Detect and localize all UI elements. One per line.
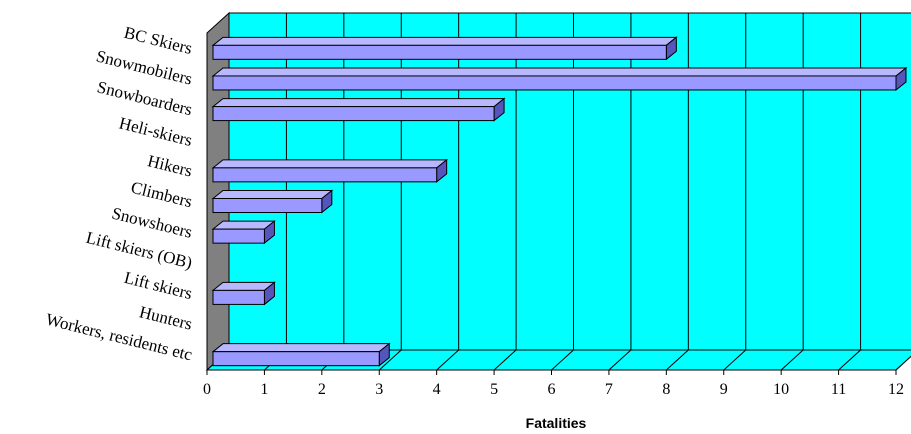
tick-label: 12	[888, 381, 904, 398]
gridline-floor	[780, 349, 804, 371]
category-label: Lift skiers	[122, 268, 194, 303]
tick-label: 6	[548, 381, 556, 398]
tick-label: 10	[773, 381, 789, 398]
gridline-floor	[608, 349, 632, 371]
gridline-floor	[723, 349, 747, 371]
bar-front	[212, 351, 380, 367]
tick-label: 1	[260, 381, 268, 398]
tick-label: 7	[605, 381, 613, 398]
bar-front	[212, 106, 495, 122]
bar-front	[212, 167, 438, 183]
bar	[211, 220, 276, 245]
bar-front	[212, 198, 323, 213]
bar	[211, 97, 506, 122]
bar-top	[211, 98, 506, 108]
bar-front	[212, 44, 667, 60]
tick-label: 8	[662, 381, 670, 398]
category-label: Heli-skiers	[117, 113, 194, 149]
bars	[211, 36, 908, 367]
bar	[211, 342, 391, 367]
tick-label: 3	[375, 381, 383, 398]
category-label: BC Skiers	[122, 23, 194, 58]
gridline-floor	[493, 349, 517, 371]
tick-label: 2	[318, 381, 326, 398]
bar-front	[212, 75, 897, 91]
tick-label: 0	[203, 381, 211, 398]
bar-front	[212, 228, 265, 244]
bar	[211, 189, 334, 214]
category-label: Climbers	[129, 178, 194, 212]
bar-top	[211, 159, 449, 169]
bar	[211, 66, 908, 91]
bar-top	[211, 67, 908, 77]
category-label: Hikers	[146, 151, 195, 180]
tick-label: 5	[490, 381, 498, 398]
tick-label: 4	[433, 381, 441, 398]
category-label: Hunters	[137, 302, 194, 333]
gridline-floor	[895, 355, 911, 371]
category-labels: BC SkiersSnowmobilersSnowboardersHeli-sk…	[44, 23, 195, 365]
x-axis-ticks: 0 1 2 3 4 5 6 7 8 9 10 11 12	[203, 370, 904, 398]
tick-label: 11	[831, 381, 846, 398]
bar	[211, 158, 449, 183]
gridline-floor	[436, 349, 460, 371]
gridline-floor	[378, 349, 402, 371]
bar	[211, 36, 678, 61]
x-axis-title: Fatalities	[526, 415, 587, 431]
bar-top	[211, 36, 678, 46]
bar	[211, 281, 276, 306]
gridline-floor	[665, 349, 689, 371]
tick-label: 9	[720, 381, 728, 398]
gridline-floor	[551, 349, 574, 371]
bar-top	[211, 190, 334, 199]
bar-front	[212, 289, 265, 305]
gridline-floor	[838, 349, 861, 371]
bar-top	[211, 343, 391, 353]
